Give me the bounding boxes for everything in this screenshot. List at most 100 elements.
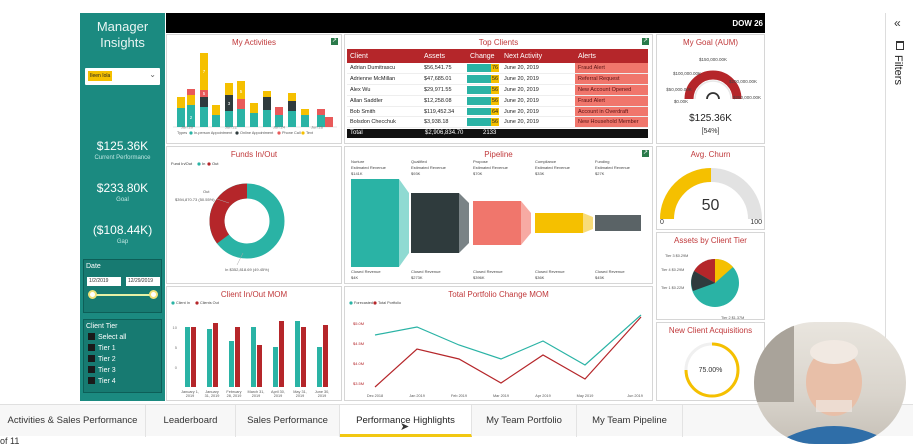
col-header-assets[interactable]: Assets (421, 49, 467, 63)
assets-by-tier-panel[interactable]: Assets by Client Tier Tier 3 $0.29M Tier … (656, 232, 765, 320)
manager-filter-chip[interactable]: Ileen Iola (88, 71, 113, 81)
avg-churn-panel[interactable]: Avg. Churn 50 0 100 (656, 146, 765, 230)
acquisition-value: 75.00% (698, 367, 723, 374)
cell-alert: Fraud Alert (575, 95, 648, 107)
tab-sales-performance[interactable]: Sales Performance (236, 405, 340, 437)
svg-text:$394,870.73 (50.55%): $394,870.73 (50.55%) (175, 197, 215, 202)
churn-min: 0 (660, 219, 664, 226)
focus-mode-icon[interactable]: ↗ (642, 150, 649, 157)
svg-text:Text: Text (306, 131, 314, 135)
ticker-banner: DOW 26 (166, 13, 765, 33)
portfolio-change-panel[interactable]: Total Portfolio Change MOM Forecasted To… (344, 286, 653, 401)
tier-option-select-all[interactable]: Select all (84, 332, 161, 343)
kpi-value: $233.80K (96, 181, 149, 195)
tab-activities-sales-performance[interactable]: Activities & Sales Performance (0, 405, 146, 437)
presenter-image (754, 322, 894, 444)
panel-title: Manager Insights (96, 19, 149, 50)
checkbox[interactable] (88, 366, 95, 373)
cell-next-activity: June 20, 2019 (501, 73, 575, 86)
kpi-value: ($108.44K) (92, 223, 153, 237)
col-header-alerts[interactable]: Alerts (575, 49, 648, 63)
cell-assets: $12,258.08 (421, 95, 467, 107)
client-in-out-mom-panel[interactable]: Client In/Out MOM Client In Clients Out … (166, 286, 342, 401)
filters-label[interactable]: Filters (892, 55, 904, 85)
panel-title: Total Portfolio Change MOM (448, 290, 549, 299)
svg-text:Tier 3 $0.29M: Tier 3 $0.29M (665, 254, 688, 258)
date-to-input[interactable]: 12/29/2019 (126, 277, 160, 286)
page-tabs: Activities & Sales Performance Leaderboa… (0, 404, 913, 437)
tab-leaderboard[interactable]: Leaderboard (146, 405, 236, 437)
filters-pane[interactable]: « Filters (885, 13, 913, 401)
col-header-change[interactable]: Change (467, 49, 501, 63)
date-range-slider[interactable] (88, 290, 158, 299)
tier-option-1[interactable]: Tier 1 (84, 343, 161, 354)
cell-client: Allan Saddler (347, 95, 421, 107)
cell-alert: Account in Overdraft (575, 106, 648, 118)
checkbox[interactable] (88, 355, 95, 362)
chevron-down-icon[interactable]: ⌄ (149, 70, 156, 79)
cell-change: 64 (467, 106, 501, 118)
svg-text:Online Appointment: Online Appointment (240, 131, 274, 135)
activities-chart: 5 7 3 5 2 Types In-person Appointment Online… (173, 53, 337, 135)
slider-start-handle[interactable] (88, 290, 97, 299)
ticker-text: DOW 26 (732, 19, 763, 28)
table-row[interactable]: Allan Saddler $12,258.08 56 June 20, 2019 Fr… (347, 95, 648, 107)
cell-client: Bolsdon Checchuk (347, 116, 421, 129)
col-header-next-activity[interactable]: Next Activity (501, 49, 575, 63)
change-bar (467, 86, 491, 94)
svg-text:Tier 4 $0.29M: Tier 4 $0.29M (661, 268, 684, 272)
tier-option-2[interactable]: Tier 2 (84, 354, 161, 365)
cell-change: 76 (467, 63, 501, 75)
col-header-client[interactable]: Client (347, 49, 421, 63)
svg-text:7: 7 (203, 69, 206, 74)
funds-in-out-panel[interactable]: Funds In/Out Fund In/Out In Out Out $394,… (166, 146, 342, 284)
cell-alert: Fraud Alert (575, 63, 648, 75)
date-from-input[interactable]: 1/2/2019 (87, 277, 121, 286)
tier-option-4[interactable]: Tier 4 (84, 376, 161, 387)
manager-filter-dropdown[interactable]: Ileen Iola ⌄ (85, 68, 160, 85)
new-client-acquisitions-panel[interactable]: New Client Acquisitions 75.00% (656, 322, 765, 401)
svg-text:$150,000.00K: $150,000.00K (699, 57, 727, 62)
pipeline-panel[interactable]: Pipeline ↗ Nurture Estimated Revenue $141K… (344, 146, 653, 284)
checkbox[interactable] (88, 377, 95, 384)
table-row[interactable]: Adrian Dumitrascu $56,541.75 76 June 20, 20… (347, 63, 648, 75)
table-row[interactable]: Alex Wu $29,971.55 56 June 20, 2019 New Acco… (347, 84, 648, 96)
svg-text:Jun 22: Jun 22 (225, 125, 238, 130)
tab-performance-highlights[interactable]: Performance Highlights (340, 405, 472, 437)
collapse-pane-icon[interactable]: « (894, 16, 901, 30)
svg-text:Out: Out (212, 161, 219, 166)
checkbox[interactable] (88, 333, 95, 340)
svg-text:Jan 2019: Jan 2019 (409, 394, 425, 398)
cell-change: 56 (467, 84, 501, 96)
svg-text:28, 2019: 28, 2019 (227, 394, 242, 398)
tab-my-team-portfolio[interactable]: My Team Portfolio (472, 405, 577, 437)
svg-text:Qualified: Qualified (411, 159, 427, 164)
focus-mode-icon[interactable]: ↗ (642, 38, 649, 45)
svg-text:Jun 20: Jun 20 (181, 125, 194, 130)
table-row[interactable]: Adrienne McMillan $47,685.01 56 June 20, 20… (347, 73, 648, 86)
table-row[interactable]: Bob Smith $119,452.34 64 June 20, 2019 Accou… (347, 106, 648, 118)
table-total-row: Total $2,906,834.70 2133 (347, 129, 648, 138)
svg-text:Tier 2 $1.37M: Tier 2 $1.37M (721, 316, 744, 320)
svg-text:$200,000.00K: $200,000.00K (729, 79, 757, 84)
panel-title: Assets by Client Tier (674, 236, 747, 245)
tier-option-3[interactable]: Tier 3 (84, 365, 161, 376)
checkbox[interactable] (88, 344, 95, 351)
cell-assets: $56,541.75 (421, 63, 467, 75)
svg-text:5: 5 (175, 345, 178, 350)
svg-text:Closed Revenue: Closed Revenue (535, 269, 565, 274)
panel-title: My Goal (AUM) (682, 38, 739, 47)
cell-next-activity: June 20, 2019 (501, 95, 575, 107)
my-goal-panel[interactable]: My Goal (AUM) $150,000.00K $100,000.00K $2… (656, 34, 765, 144)
tab-my-team-pipeline[interactable]: My Team Pipeline (577, 405, 683, 437)
top-clients-panel[interactable]: Top Clients ↗ Client Assets Change Next … (344, 34, 653, 144)
filter-icon[interactable] (896, 41, 904, 50)
svg-text:$36K: $36K (535, 275, 545, 280)
panel-title: Top Clients (478, 38, 519, 47)
svg-text:Closed Revenue: Closed Revenue (595, 269, 625, 274)
table-row[interactable]: Bolsdon Checchuk $3,938.18 56 June 20, 2019… (347, 116, 648, 129)
focus-mode-icon[interactable]: ↗ (331, 38, 338, 45)
slider-end-handle[interactable] (149, 290, 158, 299)
svg-text:$45K: $45K (595, 275, 605, 280)
